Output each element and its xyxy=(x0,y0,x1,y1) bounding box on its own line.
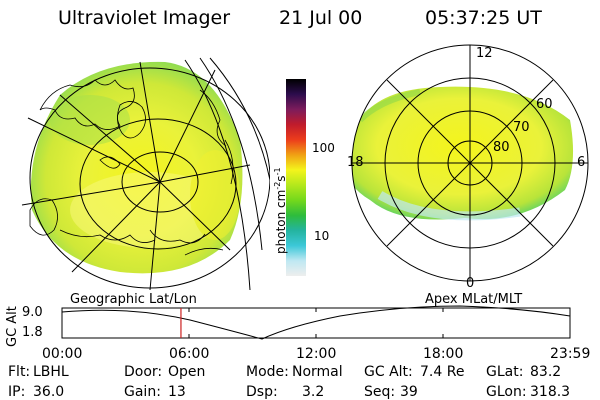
polar-grid xyxy=(351,44,589,282)
mlt-label-6: 6 xyxy=(577,155,586,170)
glon-value: 318.3 xyxy=(530,384,571,400)
mlat-label-60: 60 xyxy=(536,97,553,112)
door-value: Open xyxy=(168,364,206,380)
gcalt-value: 7.4 Re xyxy=(420,364,465,380)
mlt-label-0: 0 xyxy=(466,276,475,291)
altitude-plot xyxy=(61,305,571,340)
time-label: 05:37:25 UT xyxy=(425,7,542,29)
gain-key: Gain: xyxy=(124,384,161,400)
dsp-key: Dsp: xyxy=(246,384,278,400)
auroral-oval-mag xyxy=(352,86,573,220)
ip-value: 36.0 xyxy=(33,384,65,400)
gain-value: 13 xyxy=(168,384,186,400)
apex-label: Apex MLat/MLT xyxy=(425,292,523,307)
xtick-0600: 06:00 xyxy=(169,346,210,362)
mlt-label-18: 18 xyxy=(347,155,364,170)
mode-value: Normal xyxy=(292,364,343,380)
ip-key: IP: xyxy=(8,384,26,400)
instrument-title: Ultraviolet Imager xyxy=(58,7,231,29)
seq-key: Seq: xyxy=(364,384,396,400)
coastlines xyxy=(29,79,234,256)
xtick-2359: 23:59 xyxy=(550,346,591,362)
colorbar-label: photon cm-2s-1 xyxy=(273,167,288,254)
altitude-ylabel: GC Alt xyxy=(5,306,20,347)
magnetic-polar-plot xyxy=(351,44,589,282)
dsp-value: 3.2 xyxy=(302,384,325,400)
xtick-1200: 12:00 xyxy=(296,346,337,362)
mlat-label-70: 70 xyxy=(513,120,530,135)
geographic-label: Geographic Lat/Lon xyxy=(70,292,197,307)
altitude-ymax: 9.0 xyxy=(22,305,43,320)
door-key: Door: xyxy=(124,364,163,380)
colorbar-tick-100: 100 xyxy=(312,141,335,155)
flt-value: LBHL xyxy=(33,364,69,380)
flt-key: Flt: xyxy=(8,364,31,380)
glon-key: GLon: xyxy=(486,384,527,400)
seq-value: 39 xyxy=(400,384,418,400)
glat-value: 83.2 xyxy=(530,364,562,380)
altitude-curve xyxy=(61,305,571,340)
mode-key: Mode: xyxy=(246,364,289,380)
glat-key: GLat: xyxy=(486,364,524,380)
geographic-image xyxy=(21,57,270,291)
colorbar-tick-10: 10 xyxy=(314,229,330,243)
gcalt-key: GC Alt: xyxy=(364,364,413,380)
date-label: 21 Jul 00 xyxy=(279,7,363,29)
xtick-1800: 18:00 xyxy=(423,346,464,362)
mlt-label-12: 12 xyxy=(476,46,493,61)
mlat-label-80: 80 xyxy=(493,140,510,155)
xtick-0000: 00:00 xyxy=(42,346,83,362)
colorbar xyxy=(286,79,306,276)
geo-grid xyxy=(21,57,270,291)
altitude-ymin: 1.8 xyxy=(22,325,43,340)
